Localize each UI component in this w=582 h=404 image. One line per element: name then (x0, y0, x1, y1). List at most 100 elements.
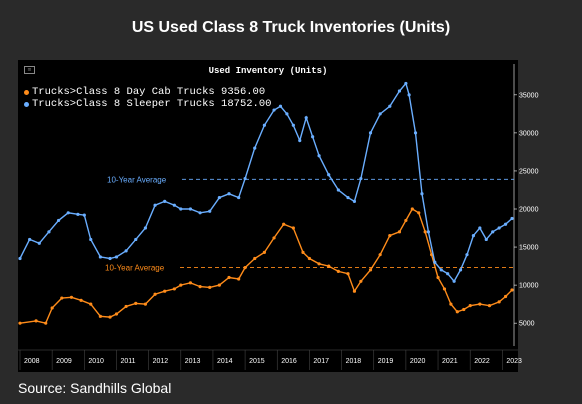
series-point (478, 226, 482, 230)
x-tick-label: 2011 (120, 358, 135, 365)
series-point (282, 222, 286, 226)
series-point (253, 146, 257, 150)
series-point (510, 288, 514, 292)
series-point (378, 112, 382, 116)
series-point (82, 213, 86, 217)
series-point (304, 116, 308, 120)
average-label: 10-Year Average (105, 264, 165, 273)
series-point (79, 298, 83, 302)
series-point (352, 199, 357, 203)
series-point (262, 250, 266, 254)
series-point (69, 295, 74, 299)
series-point (446, 272, 450, 276)
series-point (465, 253, 469, 257)
series-point (458, 268, 463, 272)
series-point (442, 287, 447, 291)
legend-label-day-cab: Trucks>Class 8 Day Cab Trucks (32, 86, 215, 98)
series-point (108, 256, 112, 261)
y-tick-label: 15000 (519, 245, 539, 252)
plot-title: Used Inventory (Units) (208, 66, 328, 76)
x-tick-label: 2014 (217, 358, 233, 365)
series-point (163, 289, 167, 293)
series-point (89, 302, 93, 306)
series-point (114, 312, 119, 316)
series-point (179, 207, 183, 211)
series-point (307, 256, 312, 261)
series-point (124, 249, 128, 253)
series-point (163, 199, 167, 203)
series-point (198, 211, 202, 215)
x-tick-label: 2017 (313, 358, 329, 365)
series-point (114, 255, 119, 259)
series-point (388, 104, 392, 108)
legend-item-day-cab: Trucks>Class 8 Day Cab Trucks 9356.00 (24, 86, 271, 98)
x-tick-label: 2013 (185, 358, 201, 365)
legend-marker-sleeper (24, 101, 29, 107)
series-point (28, 237, 32, 242)
series-point (359, 279, 363, 283)
series-point (426, 230, 430, 234)
series-point (487, 304, 492, 308)
series-point (237, 277, 241, 281)
series-point (227, 275, 231, 280)
series-point (172, 287, 176, 291)
series-point (436, 275, 440, 280)
series-point (188, 281, 193, 285)
series-line (19, 208, 513, 325)
series-line (19, 81, 513, 283)
chart-heading-text: US Used Class 8 Truck Inventories (Units… (131, 19, 451, 36)
x-tick-label: 2010 (88, 358, 104, 365)
series-point (227, 192, 231, 196)
y-tick-label: 30000 (519, 130, 539, 137)
series-point (452, 279, 456, 283)
series-point (172, 203, 176, 207)
series-point (217, 283, 221, 287)
series-point (420, 192, 424, 196)
series-point (410, 207, 414, 211)
series-point (253, 256, 257, 261)
series-point (484, 237, 488, 242)
source-note: Source: Sandhills Global (18, 380, 172, 396)
series-point (497, 226, 501, 230)
series-point (503, 294, 508, 299)
y-tick-label: 25000 (519, 168, 539, 175)
series-point (346, 195, 350, 200)
y-tick-label: 35000 (519, 92, 539, 99)
series-point (34, 319, 38, 323)
series-point (44, 321, 48, 325)
y-tick-label: 10000 (519, 283, 539, 290)
series-point (134, 237, 138, 242)
chart-menu-icon[interactable]: ≡ (24, 66, 35, 74)
legend-marker-day-cab (24, 89, 29, 95)
series-point (368, 268, 373, 272)
series-point (143, 226, 148, 230)
series-point (89, 237, 93, 242)
series-point (124, 304, 128, 309)
series-point (497, 300, 501, 304)
series-point (462, 307, 466, 312)
series-point (433, 260, 437, 264)
series-point (317, 154, 321, 158)
series-point (60, 296, 64, 300)
series-point (336, 188, 340, 192)
series-point (301, 250, 305, 254)
series-point (478, 302, 482, 306)
average-label: 10-Year Average (107, 175, 167, 184)
series-point (143, 302, 148, 306)
y-tick-label: 5000 (519, 321, 535, 328)
series-point (285, 112, 289, 116)
x-tick-label: 2009 (56, 358, 72, 365)
series-point (98, 314, 102, 318)
series-point (262, 123, 266, 127)
series-point (291, 226, 295, 230)
series-point (208, 285, 212, 289)
legend-value-sleeper: 18752.00 (221, 98, 272, 110)
x-tick-label: 2020 (410, 358, 426, 365)
series-point (346, 272, 350, 276)
series-point (278, 104, 283, 108)
x-tick-label: 2008 (24, 358, 40, 365)
series-point (471, 234, 476, 238)
series-point (198, 285, 202, 289)
x-tick-label: 2023 (506, 358, 522, 365)
y-tick-label: 20000 (519, 207, 539, 214)
